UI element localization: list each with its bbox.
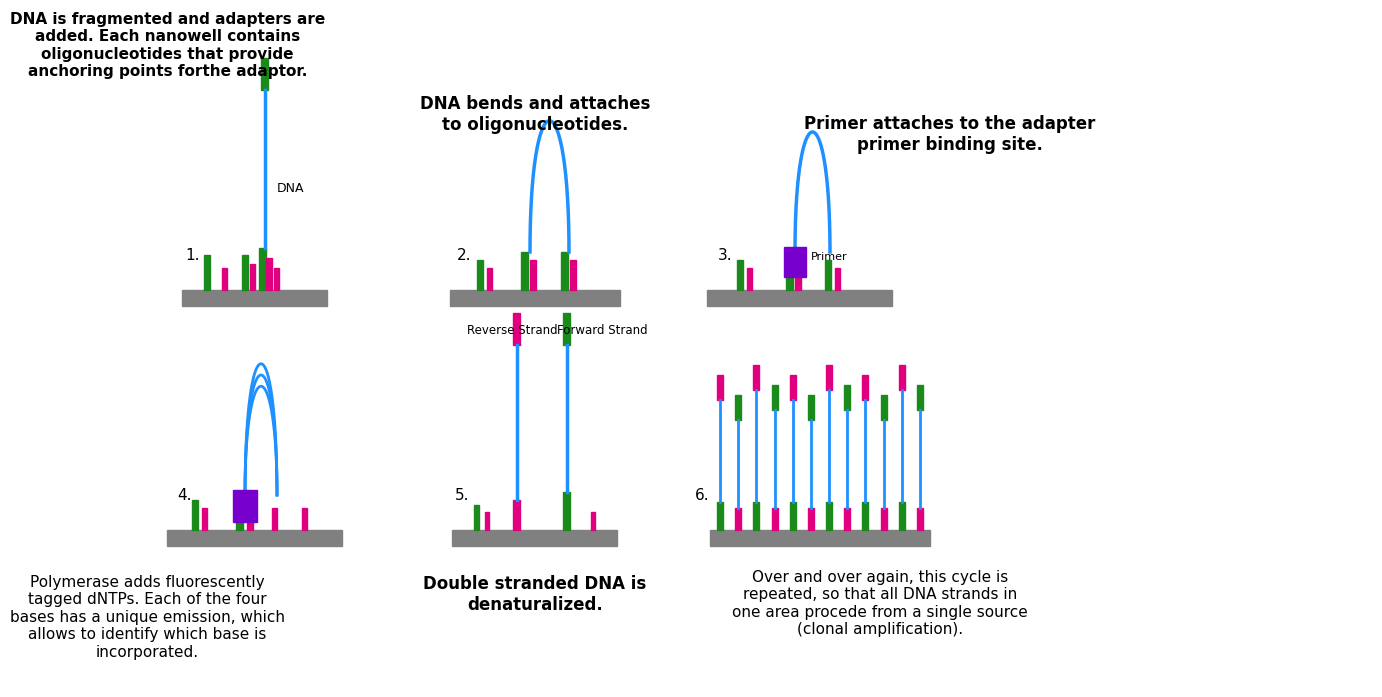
Bar	[789, 375, 796, 400]
Bar	[717, 502, 723, 530]
Text: Polymerase adds fluorescently
tagged dNTPs. Each of the four
bases has a unique : Polymerase adds fluorescently tagged dNT…	[10, 575, 285, 659]
Bar	[247, 500, 253, 530]
Bar	[569, 260, 576, 290]
Bar	[192, 500, 198, 530]
Text: 3.: 3.	[719, 248, 732, 263]
Bar	[753, 365, 759, 390]
Bar	[591, 512, 596, 530]
Bar	[485, 512, 489, 530]
Bar	[531, 260, 536, 290]
Text: 6.: 6.	[695, 488, 709, 503]
Bar	[771, 508, 778, 530]
Bar	[862, 375, 868, 400]
Bar	[880, 508, 887, 530]
Bar	[521, 252, 528, 290]
Text: 5.: 5.	[455, 488, 470, 503]
Bar	[789, 502, 796, 530]
Bar	[205, 255, 210, 290]
Bar	[167, 530, 343, 546]
Bar	[303, 508, 308, 530]
Text: Over and over again, this cycle is
repeated, so that all DNA strands in
one area: Over and over again, this cycle is repea…	[732, 570, 1028, 637]
Bar	[564, 313, 571, 345]
Bar	[784, 247, 806, 277]
Text: DNA: DNA	[276, 181, 304, 194]
Bar	[735, 508, 741, 530]
Bar	[250, 264, 256, 290]
Bar	[514, 313, 521, 345]
Bar	[710, 530, 930, 546]
Bar	[223, 268, 228, 290]
Text: 1.: 1.	[185, 248, 199, 263]
Bar	[261, 58, 268, 90]
Bar	[717, 375, 723, 400]
Bar	[488, 268, 492, 290]
Bar	[236, 492, 243, 530]
Text: Forward Strand: Forward Strand	[557, 324, 647, 337]
Bar	[474, 505, 480, 530]
Bar	[275, 268, 279, 290]
Bar	[771, 385, 778, 410]
Bar	[708, 290, 893, 306]
Bar	[795, 260, 802, 290]
Bar	[826, 365, 832, 390]
Bar	[753, 502, 759, 530]
Bar	[748, 268, 753, 290]
Text: DNA is fragmented and adapters are
added. Each nanowell contains
oligonucleotide: DNA is fragmented and adapters are added…	[10, 12, 325, 79]
Bar	[898, 502, 905, 530]
Bar	[825, 260, 831, 290]
Bar	[451, 290, 621, 306]
Text: Primer: Primer	[811, 252, 847, 262]
Bar	[242, 255, 247, 290]
Bar	[786, 252, 793, 290]
Bar	[836, 268, 840, 290]
Text: Double stranded DNA is
denaturalized.: Double stranded DNA is denaturalized.	[423, 575, 647, 614]
Bar	[203, 508, 207, 530]
Text: Primer attaches to the adapter
primer binding site.: Primer attaches to the adapter primer bi…	[804, 115, 1096, 154]
Bar	[564, 492, 571, 530]
Bar	[234, 490, 257, 522]
Bar	[477, 260, 482, 290]
Bar	[844, 385, 850, 410]
Bar	[808, 395, 814, 420]
Bar	[182, 290, 328, 306]
Text: 2.: 2.	[457, 248, 471, 263]
Bar	[918, 508, 923, 530]
Bar	[452, 530, 618, 546]
Bar	[272, 508, 278, 530]
Bar	[844, 508, 850, 530]
Bar	[880, 395, 887, 420]
Text: Reverse Strand: Reverse Strand	[467, 324, 557, 337]
Bar	[260, 248, 267, 290]
Bar	[826, 502, 832, 530]
Bar	[737, 260, 744, 290]
Bar	[514, 500, 521, 530]
Bar	[561, 252, 568, 290]
Bar	[265, 258, 272, 290]
Bar	[808, 508, 814, 530]
Bar	[918, 385, 923, 410]
Bar	[898, 365, 905, 390]
Bar	[735, 395, 741, 420]
Text: DNA bends and attaches
to oligonucleotides.: DNA bends and attaches to oligonucleotid…	[420, 95, 650, 134]
Bar	[862, 502, 868, 530]
Text: 4.: 4.	[177, 488, 192, 503]
